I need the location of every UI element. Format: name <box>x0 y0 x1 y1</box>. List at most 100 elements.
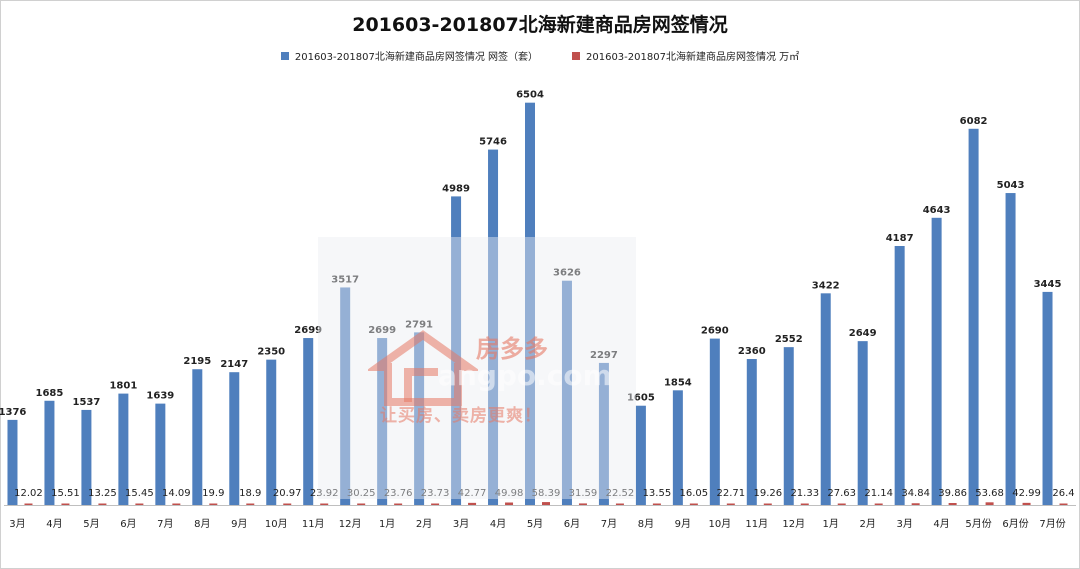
house-logo-icon <box>368 330 478 406</box>
data-label-series-2: 23.73 <box>421 488 450 499</box>
bar-series-2 <box>1059 503 1068 505</box>
bar-series-2 <box>578 503 587 505</box>
x-tick-label: 2月 <box>860 518 876 530</box>
data-label-series-2: 53.68 <box>975 488 1004 499</box>
data-label-series-2: 12.02 <box>14 488 43 499</box>
x-tick-label: 5月 <box>83 518 99 530</box>
data-label-series-2: 34.84 <box>901 488 930 499</box>
bar-series-2 <box>689 503 698 505</box>
bar-series-2 <box>1022 502 1031 505</box>
bar-series-2 <box>172 503 181 505</box>
bar-series-2 <box>357 503 366 505</box>
x-tick-label: 6月份 <box>1002 518 1028 530</box>
x-tick-label: 7月 <box>601 518 617 530</box>
watermark-brand: 房多多 <box>476 335 548 363</box>
x-tick-label: 3月 <box>896 518 912 530</box>
data-label-series-2: 21.14 <box>864 488 893 499</box>
x-tick-label: 11月 <box>745 518 768 530</box>
bar-series-2 <box>283 503 292 505</box>
bar-series-1 <box>783 347 794 505</box>
bar-series-2 <box>837 503 846 505</box>
watermark-panel: 房多多 angpo.com 让买房、卖房更爽！ <box>318 237 636 499</box>
bar-series-2 <box>320 503 329 505</box>
data-label-series-2: 49.98 <box>495 488 524 499</box>
bar-series-1 <box>192 369 203 505</box>
x-tick-label: 4月 <box>933 518 949 530</box>
bar-series-2 <box>135 503 144 505</box>
bar-series-1 <box>155 403 166 505</box>
data-label-series-2: 19.26 <box>753 488 782 499</box>
x-tick-label: 10月 <box>708 518 731 530</box>
bar-series-1 <box>229 372 240 505</box>
data-label-series-1: 2791 <box>405 319 433 330</box>
data-label-series-1: 3445 <box>1034 279 1062 290</box>
data-label-series-2: 19.9 <box>202 488 224 499</box>
data-label-series-2: 20.97 <box>273 488 302 499</box>
x-tick-label: 6月 <box>564 518 580 530</box>
legend-label-series-2: 201603-201807北海新建商品房网签情况 万㎡ <box>586 52 800 63</box>
data-label-series-2: 27.63 <box>827 488 856 499</box>
bar-series-2 <box>726 503 735 505</box>
data-label-series-2: 58.39 <box>532 488 561 499</box>
data-label-series-2: 23.76 <box>384 488 413 499</box>
bar-series-1 <box>81 409 92 505</box>
x-tick-label: 9月 <box>231 518 247 530</box>
bar-series-2 <box>394 503 403 505</box>
bar-series-2 <box>615 503 624 505</box>
bar-series-1 <box>894 246 905 505</box>
bar-series-2 <box>874 503 883 505</box>
data-label-series-2: 22.71 <box>717 488 746 499</box>
bar-series-1 <box>451 196 462 505</box>
x-tick-label: 11月 <box>302 518 325 530</box>
x-tick-label: 7月 <box>157 518 173 530</box>
bar-series-2 <box>948 503 957 505</box>
bar-series-1 <box>414 332 425 505</box>
x-tick-label: 5月份 <box>965 518 991 530</box>
bar-series-2 <box>800 503 809 505</box>
bar-series-2 <box>24 503 33 505</box>
x-tick-label: 3月 <box>9 518 25 530</box>
data-label-series-2: 22.52 <box>606 488 635 499</box>
bar-series-2 <box>652 503 661 505</box>
x-tick-label: 4月 <box>46 518 62 530</box>
data-label-series-1: 2552 <box>775 334 803 345</box>
data-label-series-2: 26.4 <box>1052 488 1074 499</box>
data-label-series-1: 3422 <box>812 280 840 291</box>
data-label-series-1: 4989 <box>442 183 470 194</box>
chart-legend: 201603-201807北海新建商品房网签情况 网签（套） 201603-20… <box>0 48 1080 63</box>
bar-series-2 <box>505 502 514 505</box>
data-label-series-2: 23.92 <box>310 488 339 499</box>
data-label-series-2: 30.25 <box>347 488 376 499</box>
data-label-series-1: 5746 <box>479 137 507 148</box>
bar-series-1 <box>525 102 535 505</box>
data-label-series-1: 2649 <box>849 328 877 339</box>
bar-series-2 <box>985 502 994 505</box>
legend-item-series-2: 201603-201807北海新建商品房网签情况 万㎡ <box>572 48 799 63</box>
x-tick-label: 10月 <box>265 518 288 530</box>
data-label-series-1: 1376 <box>0 407 26 418</box>
bar-series-1 <box>931 217 942 505</box>
bar-series-1 <box>746 359 757 505</box>
bar-series-1 <box>709 338 720 505</box>
data-label-series-2: 42.99 <box>1012 488 1041 499</box>
bar-series-1 <box>635 405 646 505</box>
bar-series-1 <box>1042 291 1053 505</box>
x-tick-label: 5月 <box>527 518 543 530</box>
bar-series-1 <box>857 341 868 505</box>
bar-series-2 <box>431 503 440 505</box>
bar-series-1 <box>561 280 572 505</box>
data-label-series-1: 2360 <box>738 346 766 357</box>
data-label-series-2: 31.59 <box>569 488 598 499</box>
x-tick-label: 8月 <box>638 518 654 530</box>
x-tick-label: 8月 <box>194 518 210 530</box>
bar-series-1 <box>598 362 609 505</box>
x-tick-label: 1月 <box>823 518 839 530</box>
data-label-series-1: 2147 <box>220 359 248 370</box>
x-tick-label: 6月 <box>120 518 136 530</box>
bar-series-2 <box>98 503 107 505</box>
bar-series-1 <box>266 359 277 505</box>
data-label-series-1: 3626 <box>553 268 581 279</box>
data-label-series-1: 1801 <box>109 381 137 392</box>
data-label-series-2: 39.86 <box>938 488 967 499</box>
